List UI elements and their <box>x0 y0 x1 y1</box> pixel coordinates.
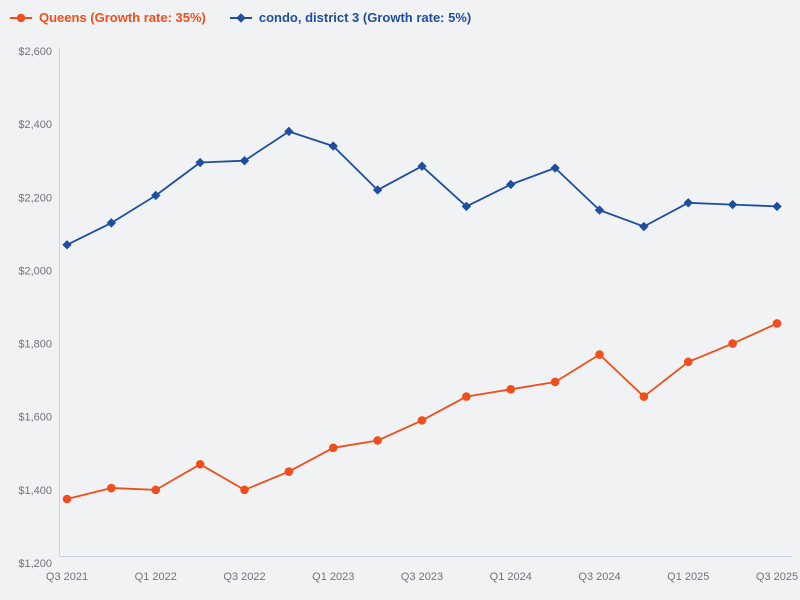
data-point <box>151 190 161 201</box>
legend-item-condo-district-3[interactable]: condo, district 3 (Growth rate: 5%) <box>229 10 472 26</box>
data-point <box>240 485 249 495</box>
x-tick-label: Q3 2024 <box>578 571 620 583</box>
data-point <box>639 221 649 232</box>
data-point <box>106 218 117 228</box>
x-tick-label: Q1 2025 <box>667 571 709 583</box>
data-point <box>62 494 72 504</box>
y-tick-label: $1,800 <box>18 339 52 351</box>
x-tick-label: Q3 2022 <box>223 571 265 583</box>
data-point <box>728 339 737 348</box>
data-point <box>328 443 338 453</box>
legend-label-queens: Queens (Growth rate: 35%) <box>39 10 206 25</box>
data-point <box>550 377 560 387</box>
x-tick-label: Q3 2021 <box>46 571 88 583</box>
data-point <box>151 485 161 495</box>
chart-legend: Queens (Growth rate: 35%) condo, distric… <box>10 10 471 26</box>
y-tick-label: $1,200 <box>18 558 52 570</box>
y-tick-label: $2,400 <box>18 119 52 131</box>
x-tick-label: Q1 2023 <box>312 571 354 583</box>
data-point <box>417 161 427 171</box>
x-tick-label: Q3 2025 <box>756 571 798 583</box>
y-tick-label: $1,600 <box>18 412 52 424</box>
series-line-circle <box>66 322 778 500</box>
legend-item-queens[interactable]: Queens (Growth rate: 35%) <box>10 10 206 26</box>
series-line-diamond <box>66 130 778 246</box>
data-point <box>772 319 782 328</box>
x-tick-label: Q3 2023 <box>401 571 443 583</box>
data-point <box>195 157 205 168</box>
data-point <box>683 198 693 208</box>
data-point <box>239 156 250 166</box>
data-point <box>372 185 383 195</box>
data-point <box>328 141 338 151</box>
data-point <box>594 205 605 215</box>
line-diamond-marker-icon <box>229 13 252 23</box>
data-point <box>506 179 516 190</box>
data-point <box>417 416 427 425</box>
line-circle-marker-icon <box>10 13 32 23</box>
data-point <box>195 459 205 469</box>
data-point <box>461 201 472 212</box>
data-point <box>506 384 516 394</box>
data-point <box>550 163 560 173</box>
data-point <box>639 392 649 401</box>
data-point <box>595 350 604 359</box>
y-tick-label: $2,200 <box>18 192 52 204</box>
legend-label-condo-district-3: condo, district 3 (Growth rate: 5%) <box>258 10 472 25</box>
data-point <box>62 240 72 250</box>
x-tick-label: Q1 2024 <box>490 571 532 583</box>
y-tick-label: $2,000 <box>18 265 52 277</box>
y-tick-label: $2,600 <box>18 46 52 58</box>
data-point <box>284 467 294 476</box>
data-point <box>284 126 294 137</box>
data-point <box>727 199 738 210</box>
x-tick-label: Q1 2022 <box>135 571 177 583</box>
y-tick-label: $1,400 <box>18 485 52 497</box>
data-point <box>772 201 782 212</box>
data-point <box>462 392 471 401</box>
data-point <box>373 436 382 445</box>
data-point <box>683 357 693 367</box>
data-point <box>107 483 116 493</box>
